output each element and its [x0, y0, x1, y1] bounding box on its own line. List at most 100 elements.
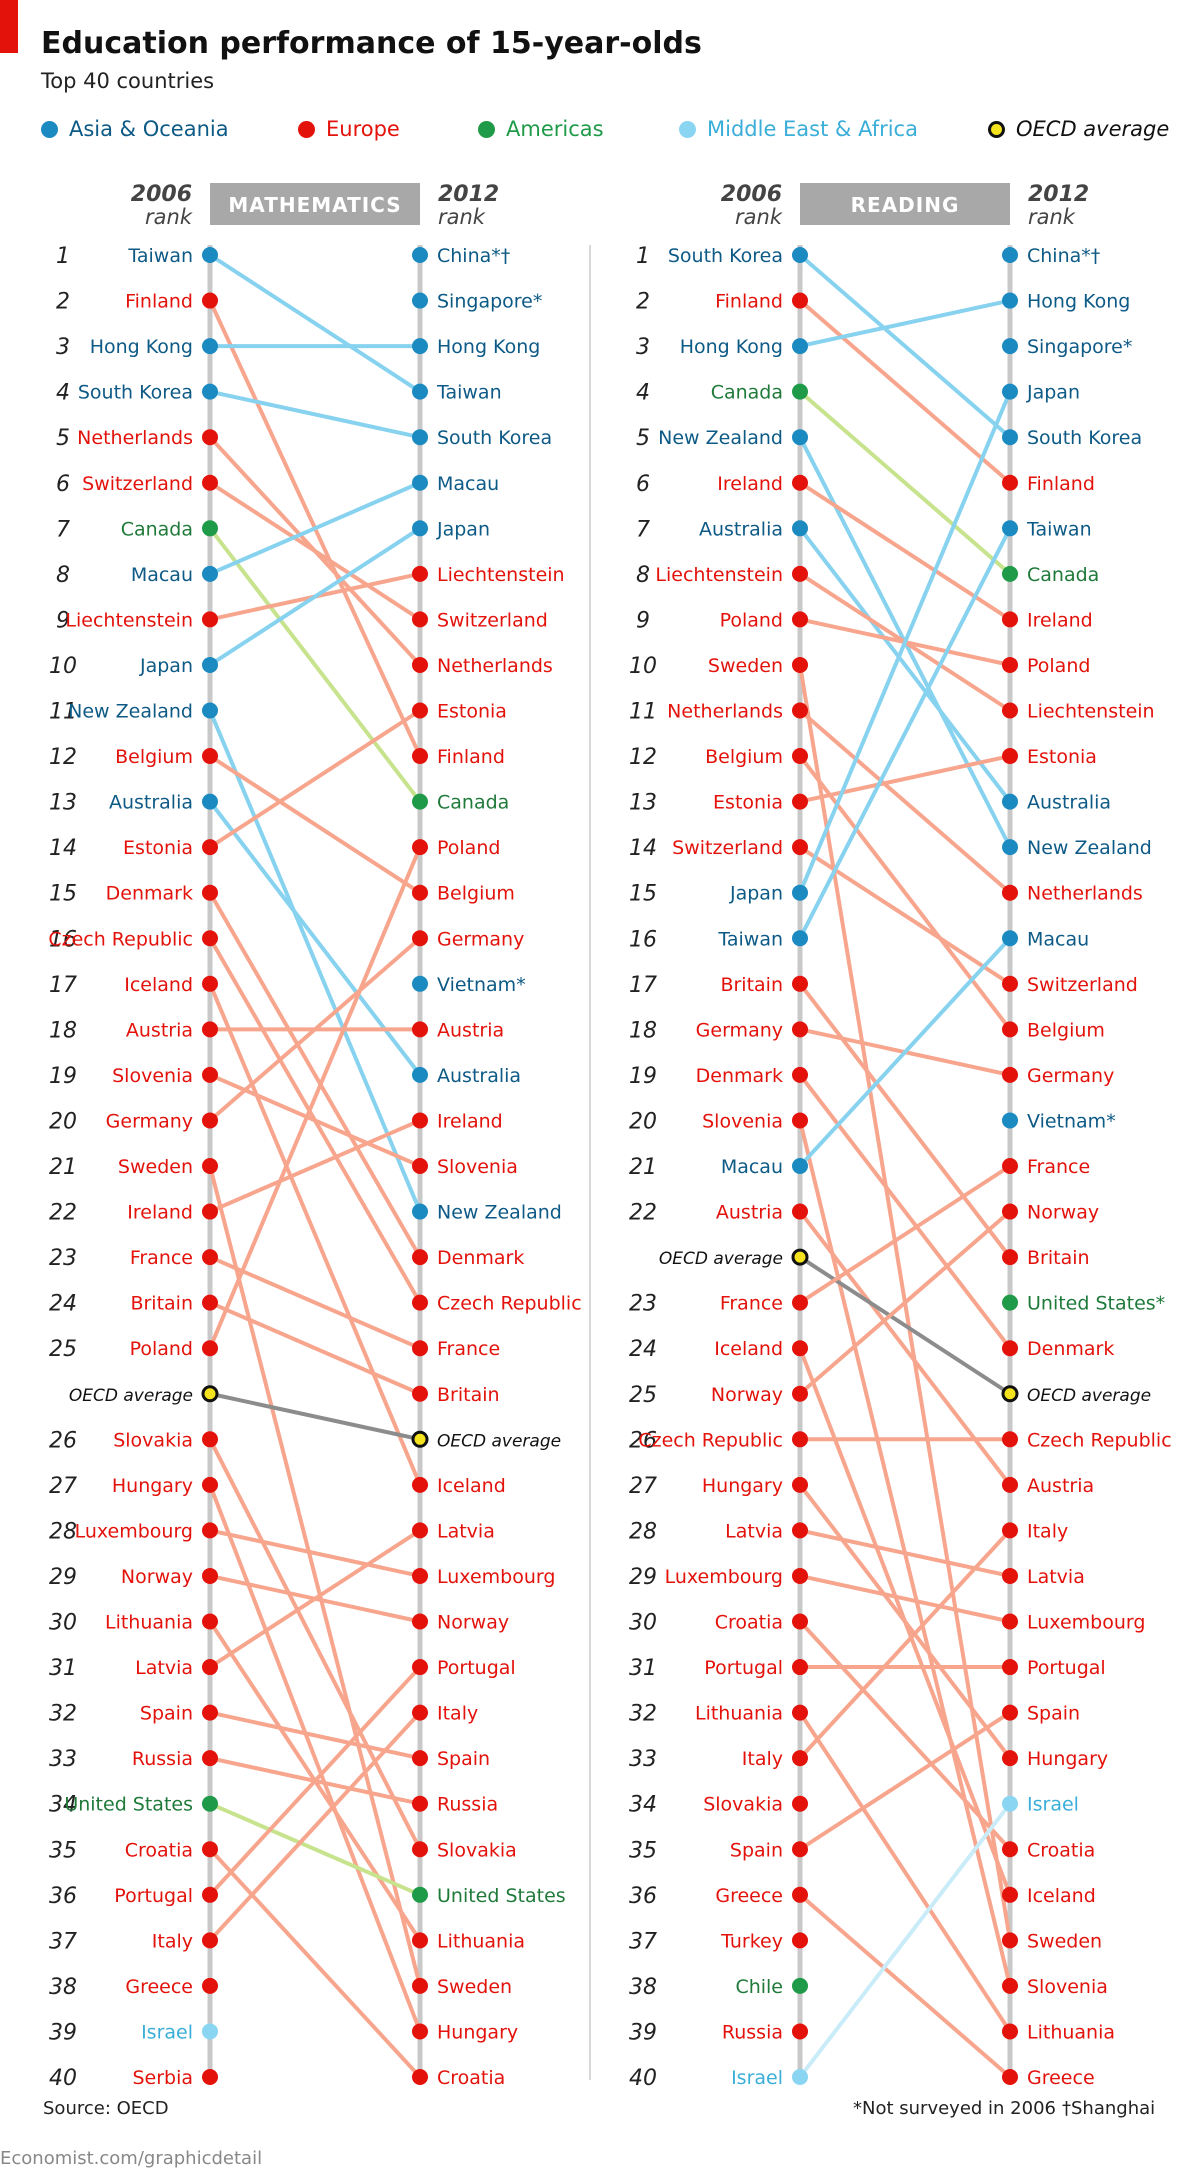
reading-label-2012: Switzerland — [1027, 974, 1138, 996]
reading-connector-oecd-average — [798, 1255, 1012, 1396]
reading-label-2006: Chile — [735, 1976, 783, 1998]
reading-point-2012 — [1002, 748, 1018, 765]
reading-rank-label: 4 — [636, 381, 650, 406]
reading-point-2006 — [792, 1613, 808, 1630]
reading-label-2006: Latvia — [725, 1520, 783, 1542]
reading-point-2012 — [1002, 338, 1018, 355]
mathematics-label-2006: Britain — [130, 1293, 193, 1315]
reading-label-2012: Vietnam* — [1027, 1110, 1116, 1132]
mathematics-label-2012: South Korea — [437, 427, 552, 449]
reading-point-2012 — [1002, 1340, 1018, 1357]
legend-item-mea: Middle East & Africa — [679, 117, 918, 141]
reading-label-2012: Austria — [1027, 1475, 1094, 1497]
mathematics-connector-slovenia — [208, 1072, 422, 1168]
mathematics-point-2006 — [202, 975, 218, 992]
reading-connector-israel — [798, 1801, 1012, 2079]
legend-swatch-americas — [478, 120, 495, 138]
mathematics-label-2012: Singapore* — [437, 291, 542, 313]
reading-rank-label: 25 — [629, 1383, 657, 1408]
legend: Asia & Oceania Europe Americas Middle Ea… — [0, 117, 1190, 147]
reading-connector-lithuania — [798, 1710, 1012, 2034]
mathematics-point-2012 — [412, 1659, 428, 1676]
reading-rank-label: 23 — [629, 1292, 657, 1317]
mathematics-rank-label: 19 — [49, 1064, 77, 1089]
legend-label-europe: Europe — [326, 117, 400, 141]
mathematics-point-2012 — [412, 1886, 428, 1903]
mathematics-label-2006: Belgium — [115, 746, 193, 768]
reading-label-2012: South Korea — [1027, 427, 1142, 449]
mathematics-label-2012: Austria — [437, 1019, 504, 1041]
mathematics-label-2012: China*† — [437, 245, 510, 267]
mathematics-rank-label: 32 — [49, 1702, 77, 1727]
mathematics-label-2006: Norway — [121, 1566, 193, 1588]
reading-point-2006 — [792, 839, 808, 856]
reading-label-2006: Finland — [715, 291, 783, 313]
mathematics-connector-new-zealand — [208, 708, 422, 1214]
mathematics-connector-italy — [208, 1710, 422, 1943]
reading-point-2006 — [792, 1750, 808, 1767]
mathematics-label-2006: OECD average — [69, 1386, 193, 1406]
mathematics-label-2012: Vietnam* — [437, 974, 526, 996]
mathematics-point-2006 — [202, 748, 218, 765]
mathematics-point-2012 — [412, 429, 428, 446]
mathematics-connector-slovakia — [208, 1437, 422, 1852]
reading-label-2012: Italy — [1027, 1520, 1068, 1542]
reading-label-2006: Sweden — [708, 655, 783, 677]
mathematics-rank-label: 2 — [56, 290, 70, 315]
reading-point-2006 — [792, 1340, 808, 1357]
reading-point-2012 — [1002, 839, 1018, 856]
reading-label-2012: Norway — [1027, 1202, 1099, 1224]
mathematics-point-2006 — [202, 565, 218, 582]
reading-point-2006 — [792, 1294, 808, 1311]
mathematics-point-2006 — [202, 1613, 218, 1630]
reading-point-2006 — [792, 2023, 808, 2040]
reading-connector-luxembourg — [798, 1573, 1012, 1624]
reading-left-header-year: 2006 — [721, 182, 782, 207]
reading-point-2006 — [792, 793, 808, 810]
mathematics-rank-label: 26 — [49, 1428, 77, 1453]
mathematics-label-2012: France — [437, 1338, 500, 1360]
reading-label-2006: Liechtenstein — [655, 564, 783, 586]
mathematics-rank-label: 25 — [49, 1337, 77, 1362]
mathematics-point-2006 — [202, 702, 218, 719]
mathematics-point-2006 — [202, 1704, 218, 1721]
mathematics-right-header-year: 2012 — [438, 182, 499, 207]
mathematics-connector-ireland — [208, 1118, 422, 1214]
reading-point-2006 — [792, 2069, 808, 2085]
mathematics-point-2006 — [202, 1795, 218, 1812]
mathematics-point-2006 — [202, 2069, 218, 2085]
reading-label-2012: Singapore* — [1027, 336, 1132, 358]
reading-rank-label: 5 — [636, 426, 650, 451]
reading-point-2012 — [1002, 1795, 1018, 1812]
reading-point-2012 — [1002, 1977, 1018, 1994]
reading-point-2012 — [1002, 1021, 1018, 1038]
mathematics-point-2012 — [412, 1795, 428, 1812]
mathematics-label-2012: Taiwan — [436, 382, 502, 404]
reading-label-2006: Czech Republic — [638, 1429, 783, 1451]
reading-header-title: READING — [851, 193, 960, 217]
mathematics-point-2012 — [412, 2069, 428, 2085]
mathematics-point-2006 — [202, 383, 218, 400]
reading-label-2012: Liechtenstein — [1027, 701, 1155, 723]
legend-item-europe: Europe — [298, 117, 400, 141]
mathematics-rank-label: 27 — [49, 1474, 77, 1499]
mathematics-point-2006 — [202, 1567, 218, 1584]
reading-rank-label: 13 — [629, 791, 657, 816]
reading-label-2006: Slovenia — [702, 1110, 783, 1132]
reading-rank-label: 9 — [636, 608, 650, 633]
reading-point-2012 — [1002, 565, 1018, 582]
reading-label-2006: South Korea — [668, 245, 783, 267]
reading-label-2006: Norway — [711, 1384, 783, 1406]
mathematics-label-2006: Sweden — [118, 1156, 193, 1178]
reading-connector-south-korea — [798, 253, 1012, 440]
mathematics-point-2012 — [412, 748, 428, 765]
legend-swatch-europe — [298, 120, 315, 138]
reading-point-2006 — [792, 1567, 808, 1584]
mathematics-point-2012 — [412, 884, 428, 901]
reading-label-2006: New Zealand — [658, 427, 783, 449]
mathematics-connector-sweden — [208, 1164, 422, 1988]
mathematics-point-2012 — [412, 1613, 428, 1630]
chart-title: Education performance of 15-year-olds — [41, 26, 702, 61]
mathematics-point-2006 — [202, 656, 218, 673]
mathematics-point-2012 — [412, 1066, 428, 1083]
